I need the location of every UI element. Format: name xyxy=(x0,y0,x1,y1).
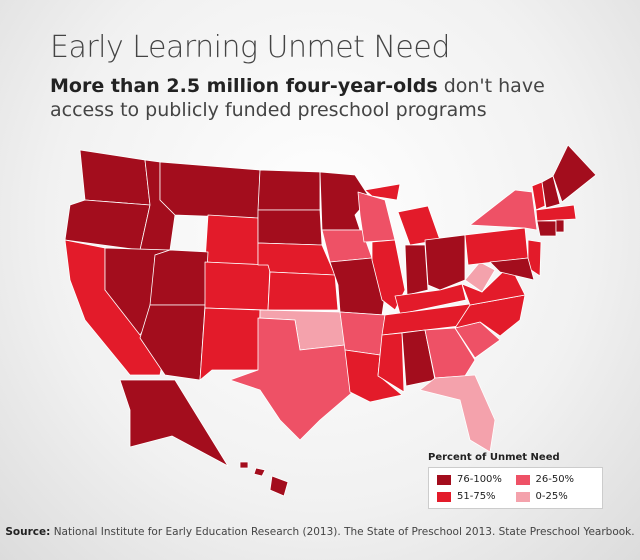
state xyxy=(461,264,526,306)
legend-swatch xyxy=(515,491,530,502)
legend-label: 76-100% xyxy=(457,474,502,485)
legend-swatch xyxy=(437,491,451,502)
legend-item: 51-75% xyxy=(437,491,516,502)
state xyxy=(239,461,249,469)
state xyxy=(204,261,271,311)
state xyxy=(149,249,209,306)
states xyxy=(64,144,597,497)
state xyxy=(552,144,597,203)
source-label: Source: xyxy=(5,526,51,538)
legend-item: 26-50% xyxy=(515,474,595,485)
state xyxy=(229,317,361,441)
legend-item: 0-25% xyxy=(515,491,595,502)
state xyxy=(257,209,323,246)
legend-label: 26-50% xyxy=(535,474,575,485)
state xyxy=(257,242,336,276)
legend-swatch xyxy=(515,474,530,485)
state xyxy=(159,161,261,219)
state xyxy=(419,374,496,453)
state xyxy=(555,219,565,233)
state xyxy=(531,181,546,211)
state xyxy=(253,467,266,477)
state xyxy=(394,283,467,315)
state xyxy=(339,311,386,356)
state xyxy=(64,199,151,251)
state xyxy=(269,475,289,497)
legend-title: Percent of Unmet Need xyxy=(428,452,560,463)
legend-item: 76-100% xyxy=(437,474,516,485)
state xyxy=(371,239,406,311)
state xyxy=(464,261,496,293)
state xyxy=(469,189,538,231)
state xyxy=(79,149,151,206)
subtitle-rest: don't have access to publicly funded pre… xyxy=(50,75,545,121)
legend-swatch xyxy=(437,474,451,485)
subtitle-bold: More than 2.5 million four-year-olds xyxy=(50,75,438,97)
state xyxy=(424,234,466,291)
state xyxy=(541,175,561,209)
source-text: National Institute for Early Education R… xyxy=(53,526,635,538)
state xyxy=(364,183,401,201)
title: Early Learning Unmet Need xyxy=(50,30,450,65)
state xyxy=(139,304,206,381)
state xyxy=(267,271,339,311)
legend-box: 76-100% 26-50% 51-75% 0-25% xyxy=(428,467,603,509)
state xyxy=(489,257,535,281)
state xyxy=(199,307,261,381)
state xyxy=(204,214,259,266)
legend: Percent of Unmet Need 76-100% 26-50% 51-75… xyxy=(428,452,603,509)
state xyxy=(404,244,429,296)
state xyxy=(357,191,396,243)
subtitle: More than 2.5 million four-year-olds don… xyxy=(50,74,610,122)
state xyxy=(377,332,405,393)
state xyxy=(119,379,229,467)
state xyxy=(424,327,476,379)
legend-label: 0-25% xyxy=(535,491,568,502)
state xyxy=(535,204,577,222)
state xyxy=(536,220,557,237)
source: Source: National Institute for Early Edu… xyxy=(0,526,640,538)
legend-label: 51-75% xyxy=(457,491,496,502)
state xyxy=(257,169,321,211)
